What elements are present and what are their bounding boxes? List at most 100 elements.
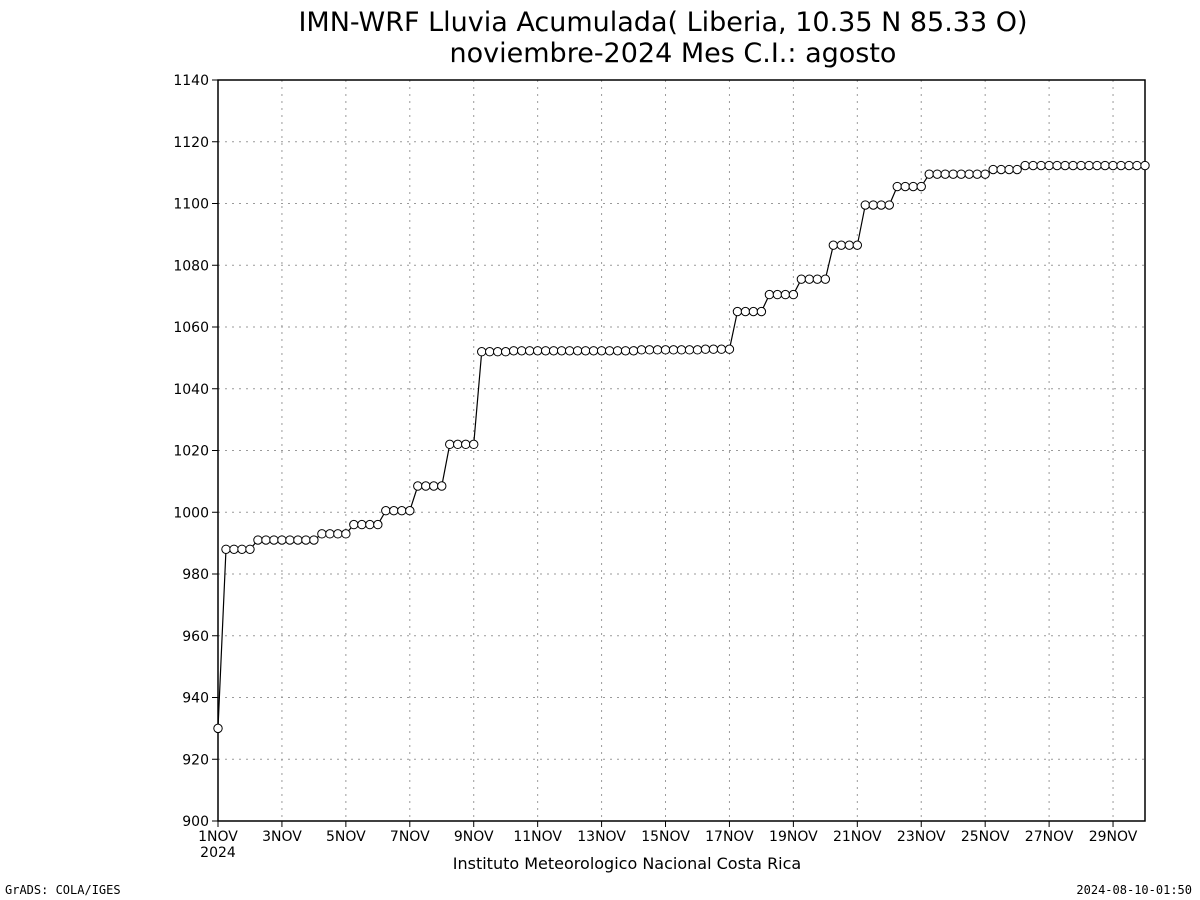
data-point <box>325 529 335 539</box>
x-tick-label: 13NOV <box>577 829 626 845</box>
data-point <box>253 535 263 545</box>
y-tick-label: 1080 <box>173 258 209 274</box>
data-point <box>572 346 583 356</box>
data-point <box>493 347 503 357</box>
data-point <box>716 344 727 354</box>
y-tick-label: 1000 <box>173 505 209 521</box>
data-point <box>692 345 703 355</box>
data-point <box>1052 160 1062 171</box>
data-point <box>548 346 559 356</box>
x-tick-label: 25NOV <box>961 829 1010 845</box>
data-point <box>213 723 223 734</box>
x-tick-label: 15NOV <box>641 829 690 845</box>
data-point <box>660 345 671 355</box>
data-point <box>836 240 847 250</box>
x-tick-label: 7NOV <box>390 829 430 845</box>
data-point <box>1132 160 1142 171</box>
data-point <box>469 439 479 450</box>
data-point <box>900 181 910 192</box>
data-point <box>1004 164 1014 175</box>
data-point <box>988 164 998 175</box>
data-point <box>365 519 375 530</box>
data-point <box>229 544 239 554</box>
data-point <box>884 200 894 210</box>
data-point <box>317 529 327 539</box>
data-point <box>397 506 407 516</box>
y-tick-label: 1060 <box>173 320 209 336</box>
data-point <box>357 519 367 530</box>
data-point <box>333 529 343 539</box>
x-tick-label: 1NOV <box>198 829 238 845</box>
x-tick-label: 29NOV <box>1089 829 1138 845</box>
y-tick-label: 960 <box>182 629 209 645</box>
data-point <box>676 345 687 355</box>
data-point <box>796 274 807 284</box>
data-point <box>948 169 958 179</box>
data-point <box>812 274 823 284</box>
data-point <box>1020 160 1030 171</box>
data-point <box>700 344 711 354</box>
data-point <box>293 535 303 545</box>
x-tick-label: 23NOV <box>897 829 946 845</box>
data-point <box>596 346 607 356</box>
data-point <box>564 346 575 356</box>
x-tick-label: 5NOV <box>326 829 366 845</box>
x-axis-year-label: 2024 <box>200 845 236 861</box>
data-point <box>1140 160 1150 171</box>
data-point <box>972 169 982 179</box>
data-point <box>261 535 271 545</box>
data-point <box>301 535 311 545</box>
y-tick-label: 1040 <box>173 382 209 398</box>
data-point <box>429 481 439 491</box>
data-point <box>876 200 886 210</box>
data-point <box>740 306 751 317</box>
chart-subtitle: noviembre-2024 Mes C.I.: agosto <box>450 38 897 69</box>
series-layer <box>213 160 1150 734</box>
data-point <box>1124 160 1134 171</box>
data-point <box>237 544 247 554</box>
data-point <box>852 240 863 250</box>
data-point <box>980 169 990 179</box>
data-point <box>1028 160 1038 171</box>
data-point <box>461 439 471 450</box>
data-point <box>996 164 1006 175</box>
data-point <box>588 346 599 356</box>
data-point <box>956 169 966 179</box>
x-tick-label: 9NOV <box>454 829 494 845</box>
y-tick-label: 1100 <box>173 197 209 213</box>
data-point <box>1116 160 1126 171</box>
x-axis-ticks: 1NOV 3NOV 5NOV 7NOV 9NOV 11NOV 13NOV 15NOV 17NOV… <box>198 821 1138 845</box>
data-point <box>421 481 431 491</box>
data-point <box>748 306 759 317</box>
y-tick-label: 1020 <box>173 444 209 460</box>
data-point <box>620 346 631 356</box>
data-point <box>485 347 495 357</box>
data-point <box>413 481 423 491</box>
data-point <box>908 181 918 192</box>
y-tick-label: 920 <box>182 752 209 768</box>
data-point <box>820 274 831 284</box>
render-timestamp: 2024-08-10-01:50 <box>1076 883 1192 897</box>
data-point <box>860 200 870 210</box>
x-tick-label: 3NOV <box>262 829 302 845</box>
data-point <box>868 200 878 210</box>
data-point <box>405 506 415 516</box>
data-point <box>892 181 902 192</box>
data-point <box>508 346 519 356</box>
data-point <box>732 306 743 317</box>
data-point <box>924 169 934 179</box>
data-point <box>668 345 679 355</box>
data-point <box>285 535 295 545</box>
data-point <box>844 240 855 250</box>
data-point <box>309 535 319 545</box>
y-tick-label: 900 <box>182 814 209 830</box>
data-point <box>269 535 279 545</box>
data-point <box>724 344 735 354</box>
data-point <box>500 347 511 357</box>
data-point <box>221 544 231 554</box>
data-point <box>780 289 791 300</box>
data-point <box>245 544 255 554</box>
y-axis-ticks: 900 920 940 960 980 1000 1020 1040 1060 1080 1100 1… <box>173 73 218 830</box>
data-point <box>644 345 655 355</box>
data-point <box>349 519 359 530</box>
